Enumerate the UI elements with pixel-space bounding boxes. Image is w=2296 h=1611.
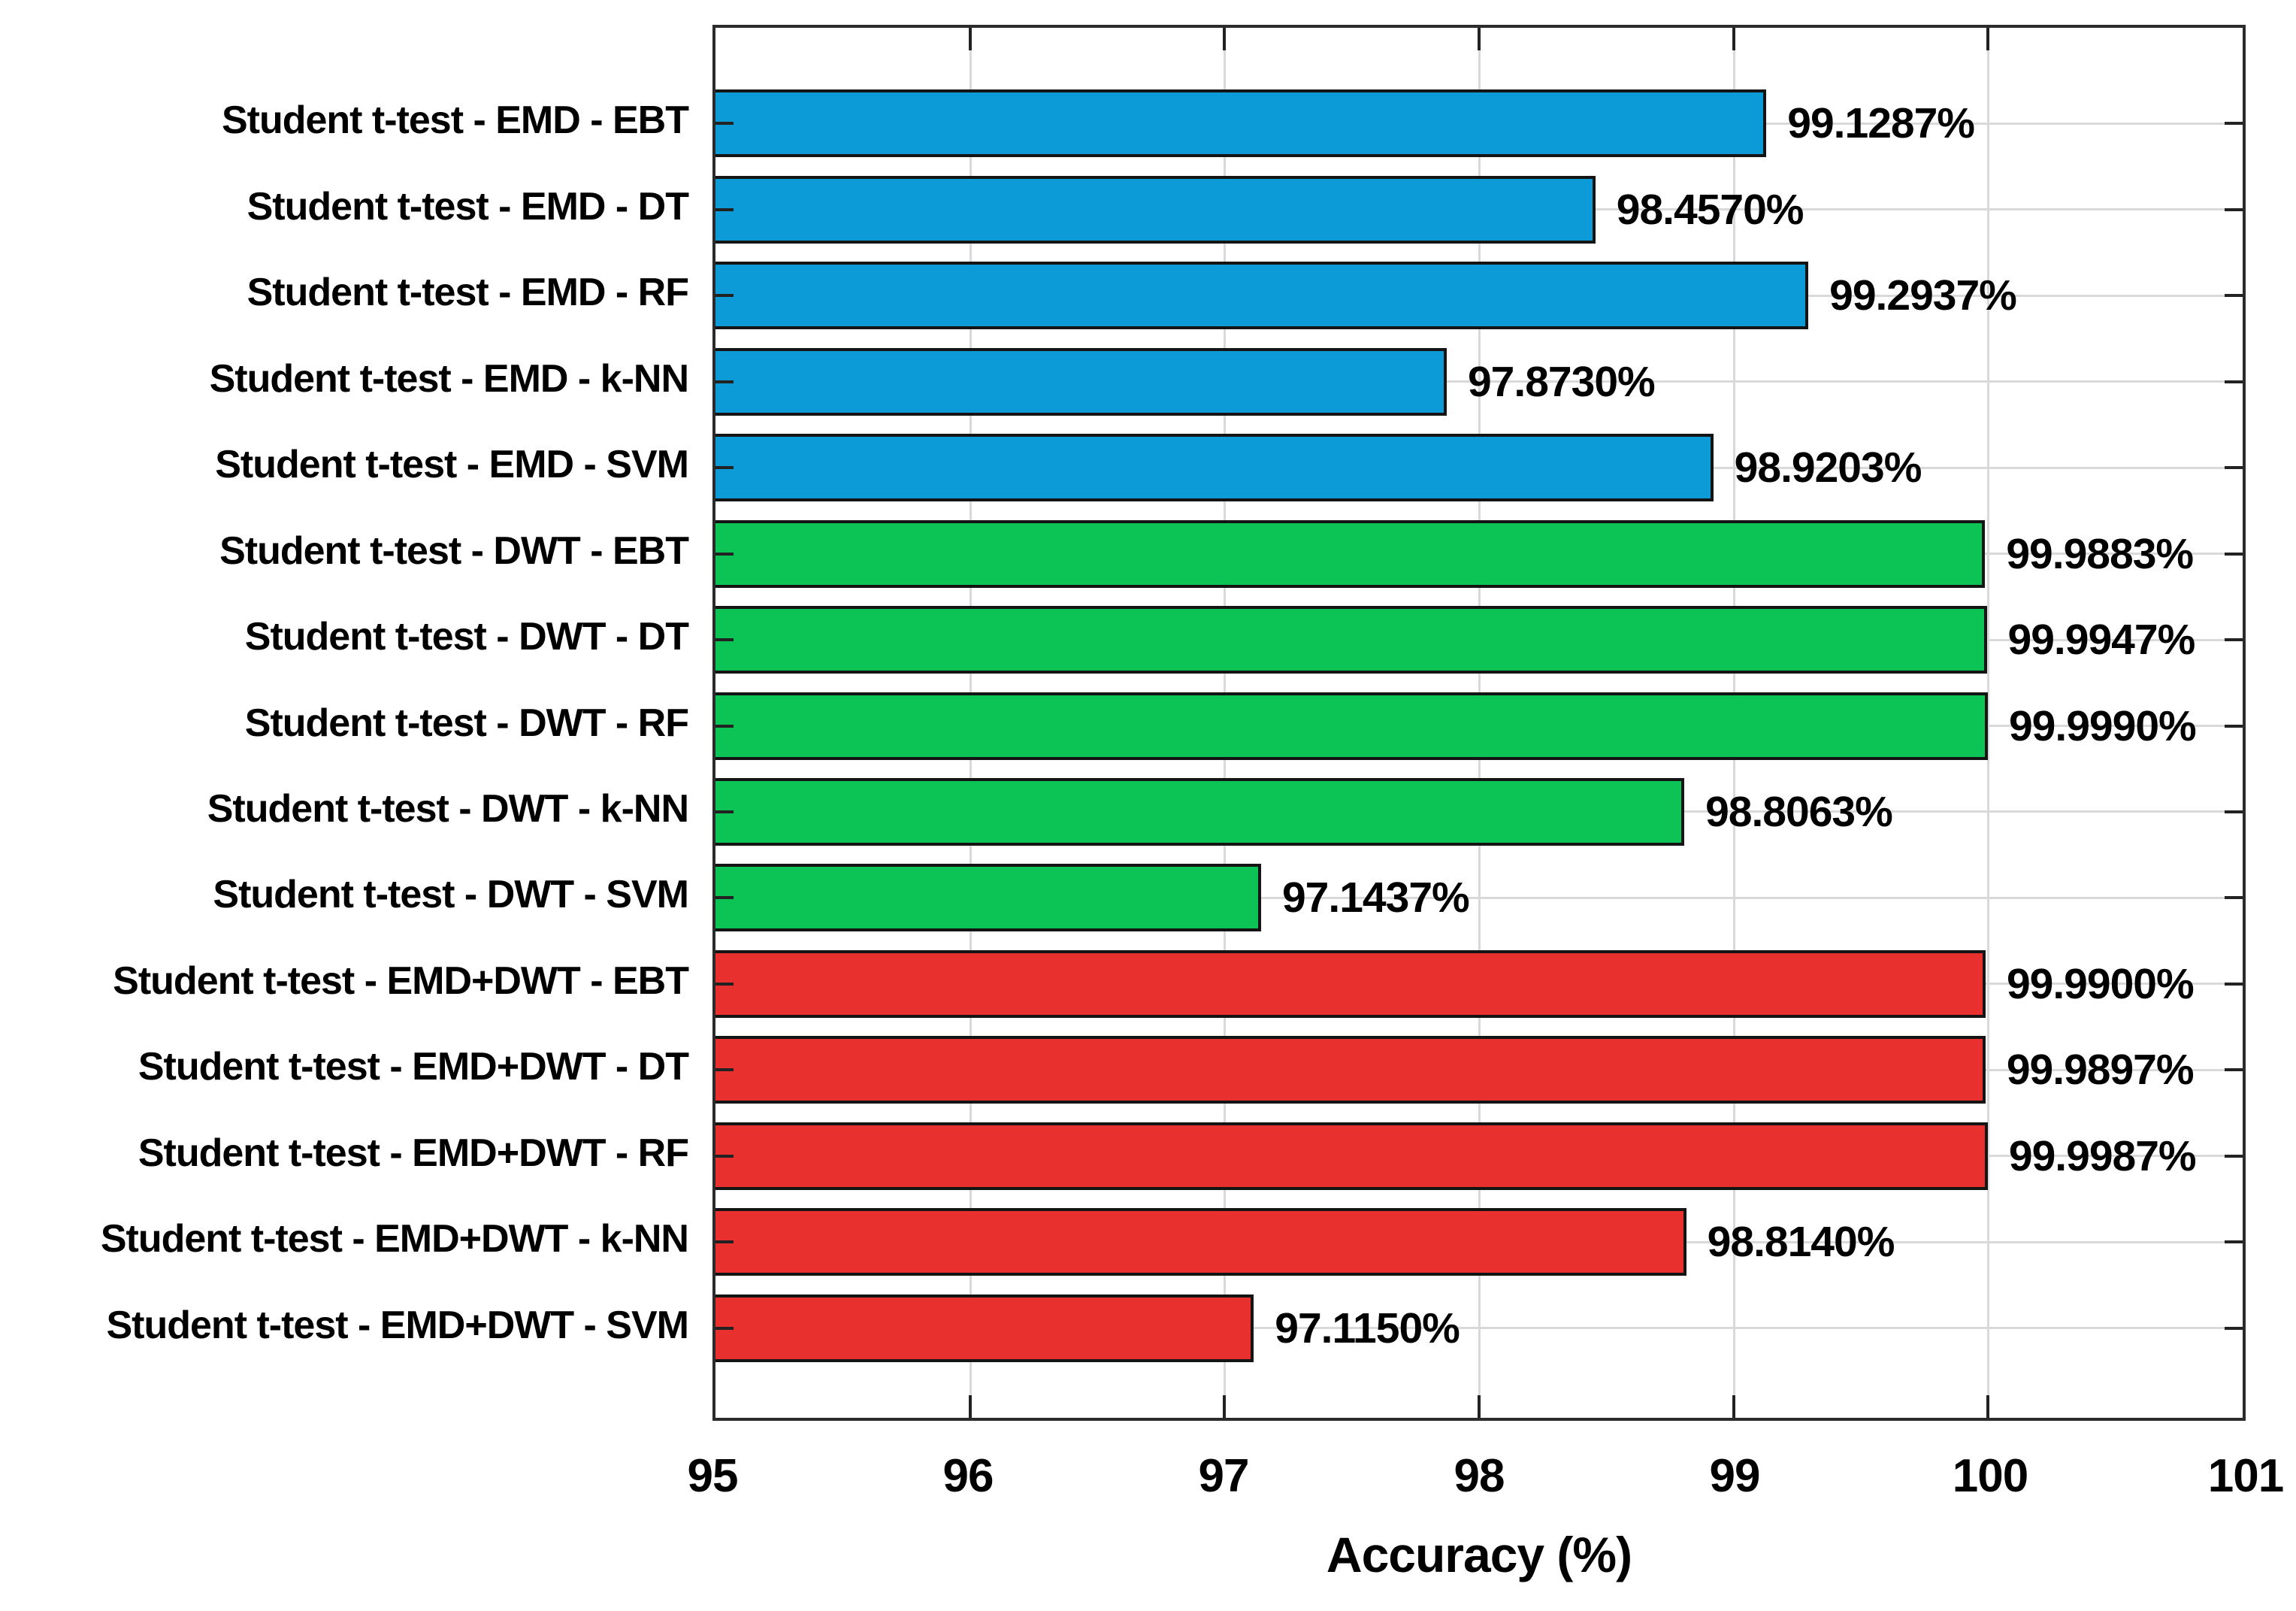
bar: [715, 175, 1596, 244]
x-tick-mark: [1223, 28, 1227, 50]
bar-value-label: 99.9897%: [2006, 1046, 2195, 1095]
y-tick-mark: [2225, 896, 2243, 900]
y-tick-mark: [715, 896, 734, 900]
bar: [715, 1122, 1988, 1190]
y-tick-mark: [2225, 1326, 2243, 1330]
bar: [715, 262, 1809, 330]
bar: [715, 692, 1988, 760]
y-tick-mark: [715, 207, 734, 211]
y-tick-mark: [2225, 1154, 2243, 1158]
bar-value-label: 98.9203%: [1734, 444, 1922, 492]
bar: [715, 606, 1987, 674]
y-gridline: [715, 1327, 2243, 1330]
y-tick-mark: [715, 1326, 734, 1330]
bar-value-label: 99.2937%: [1829, 271, 2017, 320]
x-tick-mark: [968, 28, 972, 50]
y-axis-label: Student t-test - EMD - k-NN: [209, 356, 689, 401]
y-tick-mark: [2225, 466, 2243, 470]
x-tick-label: 98: [1454, 1450, 1505, 1502]
y-axis-label: Student t-test - EMD - RF: [247, 271, 689, 315]
y-tick-mark: [715, 1240, 734, 1244]
bar: [715, 89, 1767, 158]
y-tick-mark: [715, 552, 734, 556]
bar-value-label: 97.1150%: [1275, 1304, 1460, 1352]
x-tick-label: 99: [1709, 1450, 1761, 1502]
y-tick-mark: [715, 1068, 734, 1072]
y-tick-mark: [715, 982, 734, 986]
y-tick-mark: [715, 638, 734, 642]
y-axis-label: Student t-test - DWT - SVM: [213, 873, 689, 917]
bar-value-label: 98.4570%: [1616, 185, 1804, 234]
y-axis-label: Student t-test - DWT - DT: [244, 615, 689, 659]
bar-value-label: 99.9900%: [2006, 959, 2195, 1008]
y-axis-label: Student t-test - DWT - EBT: [219, 528, 689, 573]
y-tick-mark: [2225, 810, 2243, 813]
x-tick-label: 101: [2207, 1450, 2284, 1502]
y-tick-mark: [715, 1154, 734, 1158]
bar-value-label: 99.9947%: [2007, 616, 2196, 665]
bar-value-label: 99.9883%: [2006, 529, 2194, 578]
y-axis-label: Student t-test - EMD+DWT - DT: [138, 1045, 689, 1089]
y-gridline: [715, 380, 2243, 383]
y-tick-mark: [2225, 294, 2243, 298]
bar-value-label: 98.8140%: [1707, 1218, 1895, 1267]
bar: [715, 434, 1714, 502]
y-tick-mark: [715, 294, 734, 298]
x-tick-mark: [1478, 1395, 1481, 1418]
bar-value-label: 99.1287%: [1787, 99, 1975, 148]
x-tick-mark: [1986, 1395, 1990, 1418]
bar: [715, 519, 1986, 588]
bar: [715, 1294, 1254, 1362]
x-tick-mark: [1478, 28, 1481, 50]
x-tick-mark: [1223, 1395, 1227, 1418]
y-tick-mark: [2225, 552, 2243, 556]
y-tick-mark: [2225, 638, 2243, 642]
bar-value-label: 97.1437%: [1281, 874, 1470, 922]
x-tick-mark: [1732, 28, 1735, 50]
y-tick-mark: [2225, 380, 2243, 383]
y-tick-mark: [2225, 1240, 2243, 1244]
bar: [715, 347, 1447, 416]
x-tick-mark: [1732, 1395, 1735, 1418]
bar-value-label: 99.9990%: [2008, 701, 2197, 750]
y-axis-label: Student t-test - EMD+DWT - RF: [138, 1131, 689, 1175]
y-tick-mark: [715, 380, 734, 383]
bar-value-label: 99.9987%: [2008, 1131, 2197, 1180]
y-axis-label: Student t-test - EMD - DT: [247, 184, 689, 229]
bar: [715, 777, 1685, 846]
x-tick-label: 96: [942, 1450, 994, 1502]
y-tick-mark: [2225, 724, 2243, 728]
x-tick-label: 97: [1198, 1450, 1250, 1502]
x-tick-label: 100: [1952, 1450, 2028, 1502]
bar: [715, 1208, 1686, 1276]
y-tick-mark: [2225, 982, 2243, 986]
y-tick-mark: [715, 724, 734, 728]
x-axis-title: Accuracy (%): [1326, 1527, 1632, 1582]
y-axis-label: Student t-test - DWT - RF: [244, 701, 689, 745]
y-axis-label: Student t-test - EMD+DWT - k-NN: [100, 1217, 689, 1261]
y-gridline: [715, 896, 2243, 899]
bar: [715, 864, 1261, 932]
y-axis-label: Student t-test - DWT - k-NN: [207, 786, 689, 831]
bar-value-label: 98.8063%: [1705, 787, 1893, 836]
y-tick-mark: [2225, 1068, 2243, 1072]
y-tick-mark: [2225, 207, 2243, 211]
y-tick-mark: [715, 810, 734, 813]
x-tick-label: 95: [687, 1450, 739, 1502]
y-axis-label: Student t-test - EMD - EBT: [221, 98, 689, 143]
y-axis-label: Student t-test - EMD - SVM: [215, 443, 689, 487]
bar-value-label: 97.8730%: [1467, 357, 1656, 406]
bar: [715, 949, 1986, 1018]
y-tick-mark: [715, 122, 734, 126]
y-axis-label: Student t-test - EMD+DWT - EBT: [113, 958, 689, 1003]
x-tick-mark: [968, 1395, 972, 1418]
plot-area: 99.1287% 98.4570% 99.2937% 97.8730% 98.9203%…: [712, 25, 2246, 1421]
bar: [715, 1036, 1986, 1104]
y-tick-mark: [2225, 122, 2243, 126]
x-tick-mark: [1986, 28, 1990, 50]
x-gridline: [1987, 28, 1990, 1418]
y-axis-label: Student t-test - EMD+DWT - SVM: [106, 1303, 689, 1347]
y-tick-mark: [715, 466, 734, 470]
